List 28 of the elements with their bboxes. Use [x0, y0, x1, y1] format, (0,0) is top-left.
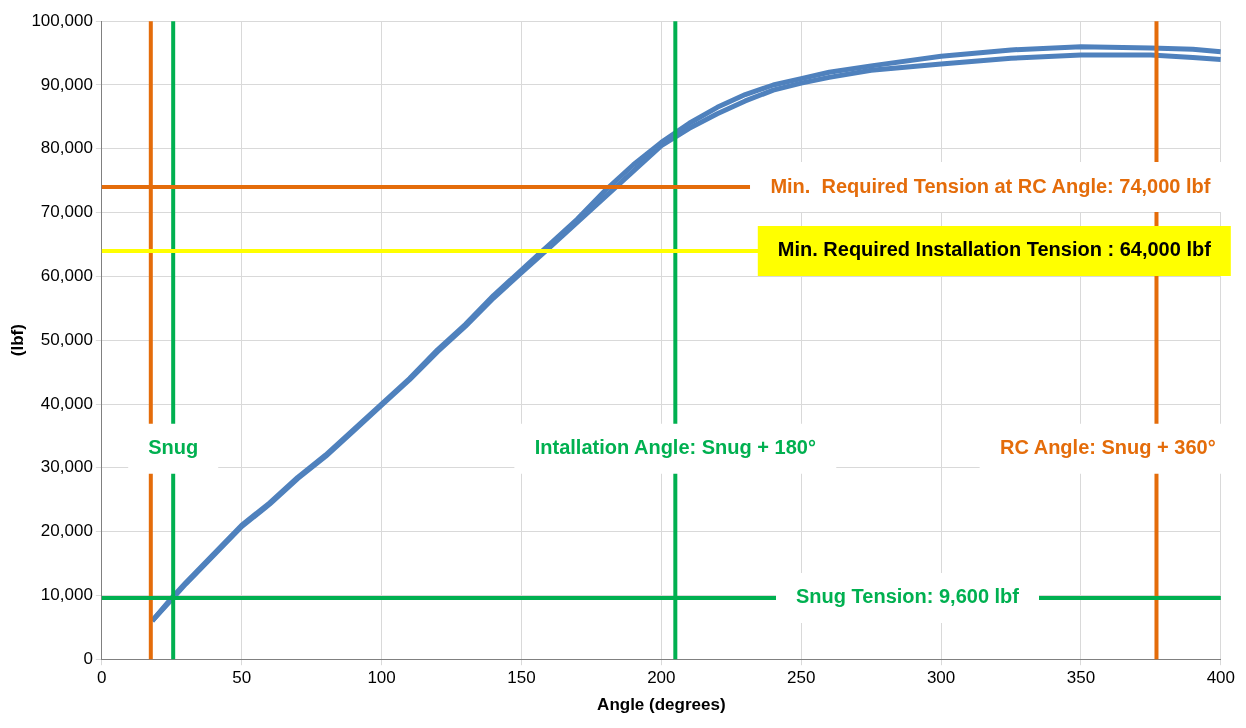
ref-line-label: Min. Required Tension at RC Angle: 74,000 lbf [770, 174, 1211, 197]
y-tick-label: 40,000 [40, 393, 93, 413]
x-tick-label: 400 [1206, 668, 1236, 688]
x-tick-label: 50 [232, 668, 252, 688]
y-tick-label: 10,000 [40, 585, 93, 605]
x-tick-label: 300 [926, 668, 956, 688]
x-tick-label: 150 [507, 668, 536, 688]
y-tick-label: 60,000 [40, 266, 93, 286]
x-tick-label: 350 [1066, 668, 1096, 688]
y-tick-label: 70,000 [40, 202, 93, 222]
y-tick-label: 0 [83, 648, 93, 668]
ref-line-label: Snug [148, 436, 199, 459]
ref-line-label: RC Angle: Snug + 360° [1000, 436, 1216, 459]
ref-line-label: Intallation Angle: Snug + 180° [534, 436, 816, 459]
y-tick-label: 100,000 [31, 10, 93, 30]
x-tick-label: 0 [97, 668, 107, 688]
x-tick-label: 250 [787, 668, 816, 688]
y-tick-label: 20,000 [40, 521, 93, 541]
y-tick-label: 80,000 [40, 138, 93, 158]
x-axis-title: Angle (degrees) [597, 695, 726, 715]
ref-line-label: Snug Tension: 9,600 lbf [796, 585, 1020, 608]
y-axis-title: (lbf) [7, 324, 27, 357]
x-tick-label: 100 [367, 668, 396, 688]
y-tick-label: 50,000 [40, 329, 93, 349]
y-tick-label: 90,000 [40, 74, 93, 94]
y-tick-label: 30,000 [40, 457, 93, 477]
x-tick-label: 200 [647, 668, 676, 688]
ref-line-label: Min. Required Installation Tension : 64,000 lbf [777, 238, 1212, 261]
